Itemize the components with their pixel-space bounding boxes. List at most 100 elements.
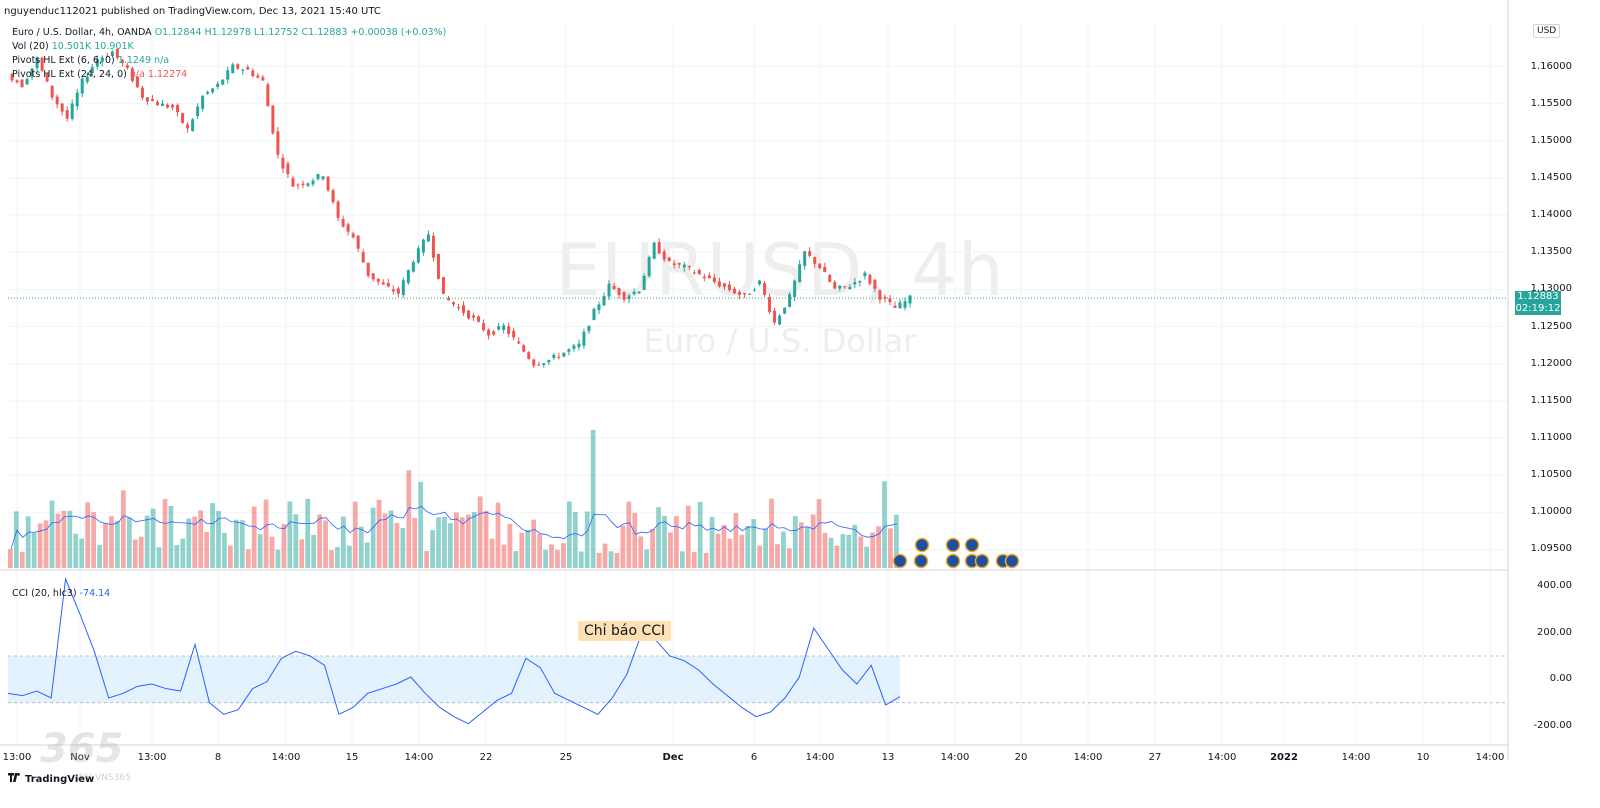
volume-bar — [620, 525, 626, 568]
volume-bar — [174, 545, 180, 568]
volume-bar — [846, 534, 852, 568]
price-axis[interactable]: 1.16000 1.15500 1.15000 1.14500 1.14000 1.135… — [1518, 0, 1600, 808]
volume-bar — [275, 549, 281, 568]
candle-body — [778, 315, 782, 325]
volume-bar — [638, 536, 644, 568]
candle-body — [562, 352, 566, 357]
candle-body — [793, 280, 797, 298]
cci-line — [7, 577, 901, 725]
candle-body — [20, 79, 24, 88]
tradingview-logo[interactable]: TradingView — [8, 773, 94, 785]
candle-body — [552, 354, 556, 358]
volume-bar — [870, 532, 876, 568]
candle-body — [396, 288, 400, 294]
candle-body — [753, 289, 757, 291]
candle-body — [125, 65, 129, 68]
legend-vol-row[interactable]: Vol (20) 10.501K 10.901K — [12, 40, 446, 54]
candle-body — [100, 57, 104, 62]
legend-pivots2-row[interactable]: Pivots HL Ext (24, 24, 0) n/a 1.12274 — [12, 68, 446, 82]
volume-bar — [132, 539, 138, 568]
candle-body — [758, 280, 762, 285]
volume-bar — [406, 470, 412, 568]
volume-bar — [394, 522, 400, 568]
candle-body — [462, 305, 466, 313]
price-tick-label: 1.12500 — [1530, 320, 1572, 332]
volume-bar — [781, 531, 786, 568]
last-price-tag: 1.12883 02:19:12 — [1515, 291, 1561, 316]
time-tick-label: 14:00 — [404, 752, 434, 763]
cci-value: -74.14 — [79, 588, 111, 599]
volume-bar — [281, 523, 287, 568]
candle-body — [572, 345, 576, 349]
volume-bar — [346, 545, 352, 568]
volume-bar — [852, 524, 858, 568]
candle-body — [25, 78, 29, 85]
candle-body — [266, 84, 270, 107]
candle-body — [446, 298, 450, 301]
volume-bar — [144, 515, 150, 568]
candle-body — [627, 295, 631, 300]
time-tick-label: 22 — [479, 752, 493, 763]
volume-bar — [257, 534, 263, 568]
candle-body — [115, 48, 119, 58]
candle-body — [110, 51, 114, 56]
volume-bar — [584, 511, 590, 568]
cci-annotation[interactable]: Chỉ báo CCI — [578, 621, 672, 641]
candle-body — [823, 267, 827, 273]
candle-body — [70, 103, 74, 119]
candle-body — [888, 298, 892, 302]
volume-bar — [430, 530, 435, 568]
volume-bar — [37, 523, 43, 568]
time-tick-label: 14:00 — [1475, 752, 1505, 763]
candle-body — [311, 180, 315, 185]
legend-symbol-row[interactable]: Euro / U.S. Dollar, 4h, OANDA O1.12844 H… — [12, 26, 446, 40]
volume-bar — [507, 523, 513, 568]
volume-bar — [204, 531, 209, 568]
candle-body — [702, 276, 706, 279]
economic-event-icon — [1004, 553, 1020, 569]
volume-bar — [73, 533, 79, 568]
candle-body — [677, 262, 681, 265]
cci-legend[interactable]: CCI (20, hlc3) -74.14 — [12, 588, 110, 599]
candle-body — [868, 274, 872, 284]
candle-body — [135, 76, 139, 88]
candle-body — [336, 201, 340, 218]
candle-body — [130, 68, 134, 81]
candle-body — [512, 330, 516, 338]
price-tick-label: 1.15500 — [1530, 97, 1572, 109]
volume-bar — [335, 547, 340, 568]
candle-body — [411, 262, 415, 272]
volume-bar — [531, 519, 537, 568]
price-tick-label: 1.14500 — [1530, 172, 1572, 183]
legend-pivots1-row[interactable]: Pivots HL Ext (6, 6, 0) 1.1249 n/a — [12, 54, 446, 68]
currency-label[interactable]: USD — [1533, 24, 1561, 38]
candle-body — [381, 282, 385, 285]
candle-body — [863, 272, 867, 277]
candle-body — [607, 283, 611, 297]
candle-body — [35, 57, 39, 69]
candle-body — [191, 119, 195, 132]
candle-body — [181, 113, 185, 123]
volume-bar — [269, 536, 275, 568]
candle-body — [582, 331, 586, 346]
volume-bar — [25, 516, 31, 568]
candle-body — [40, 57, 44, 71]
candle-body — [798, 264, 802, 283]
candle-body — [697, 269, 701, 275]
candle-body — [637, 291, 641, 294]
candle-body — [401, 280, 405, 296]
candle-body — [241, 69, 245, 71]
candle-body — [768, 296, 772, 312]
candle-body — [256, 75, 260, 78]
candle-body — [140, 87, 144, 98]
volume-bar — [668, 532, 673, 568]
candle-body — [577, 343, 581, 348]
volume-bar — [787, 548, 792, 568]
volume-bar — [513, 551, 519, 568]
candle-body — [742, 292, 746, 295]
volume-bar — [150, 508, 156, 568]
time-tick-label: 14:00 — [1207, 752, 1237, 763]
publisher-line: nguyenduc112021 published on TradingView… — [4, 6, 381, 17]
candle-body — [451, 302, 455, 305]
